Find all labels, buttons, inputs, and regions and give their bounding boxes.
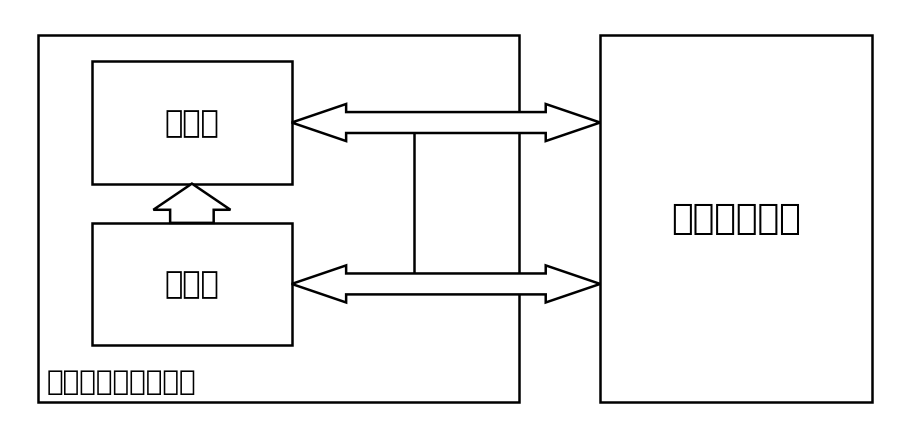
Bar: [92, 223, 292, 345]
Text: 存储器: 存储器: [165, 270, 219, 299]
Polygon shape: [292, 105, 601, 142]
Text: 控制器: 控制器: [165, 109, 219, 138]
Bar: [37, 36, 519, 402]
Text: 被测微处理器: 被测微处理器: [672, 202, 801, 236]
Text: 单粒子翻转测试系统: 单粒子翻转测试系统: [46, 367, 197, 395]
Bar: [92, 62, 292, 184]
Polygon shape: [292, 266, 601, 303]
Bar: [601, 36, 873, 402]
Polygon shape: [154, 184, 230, 223]
